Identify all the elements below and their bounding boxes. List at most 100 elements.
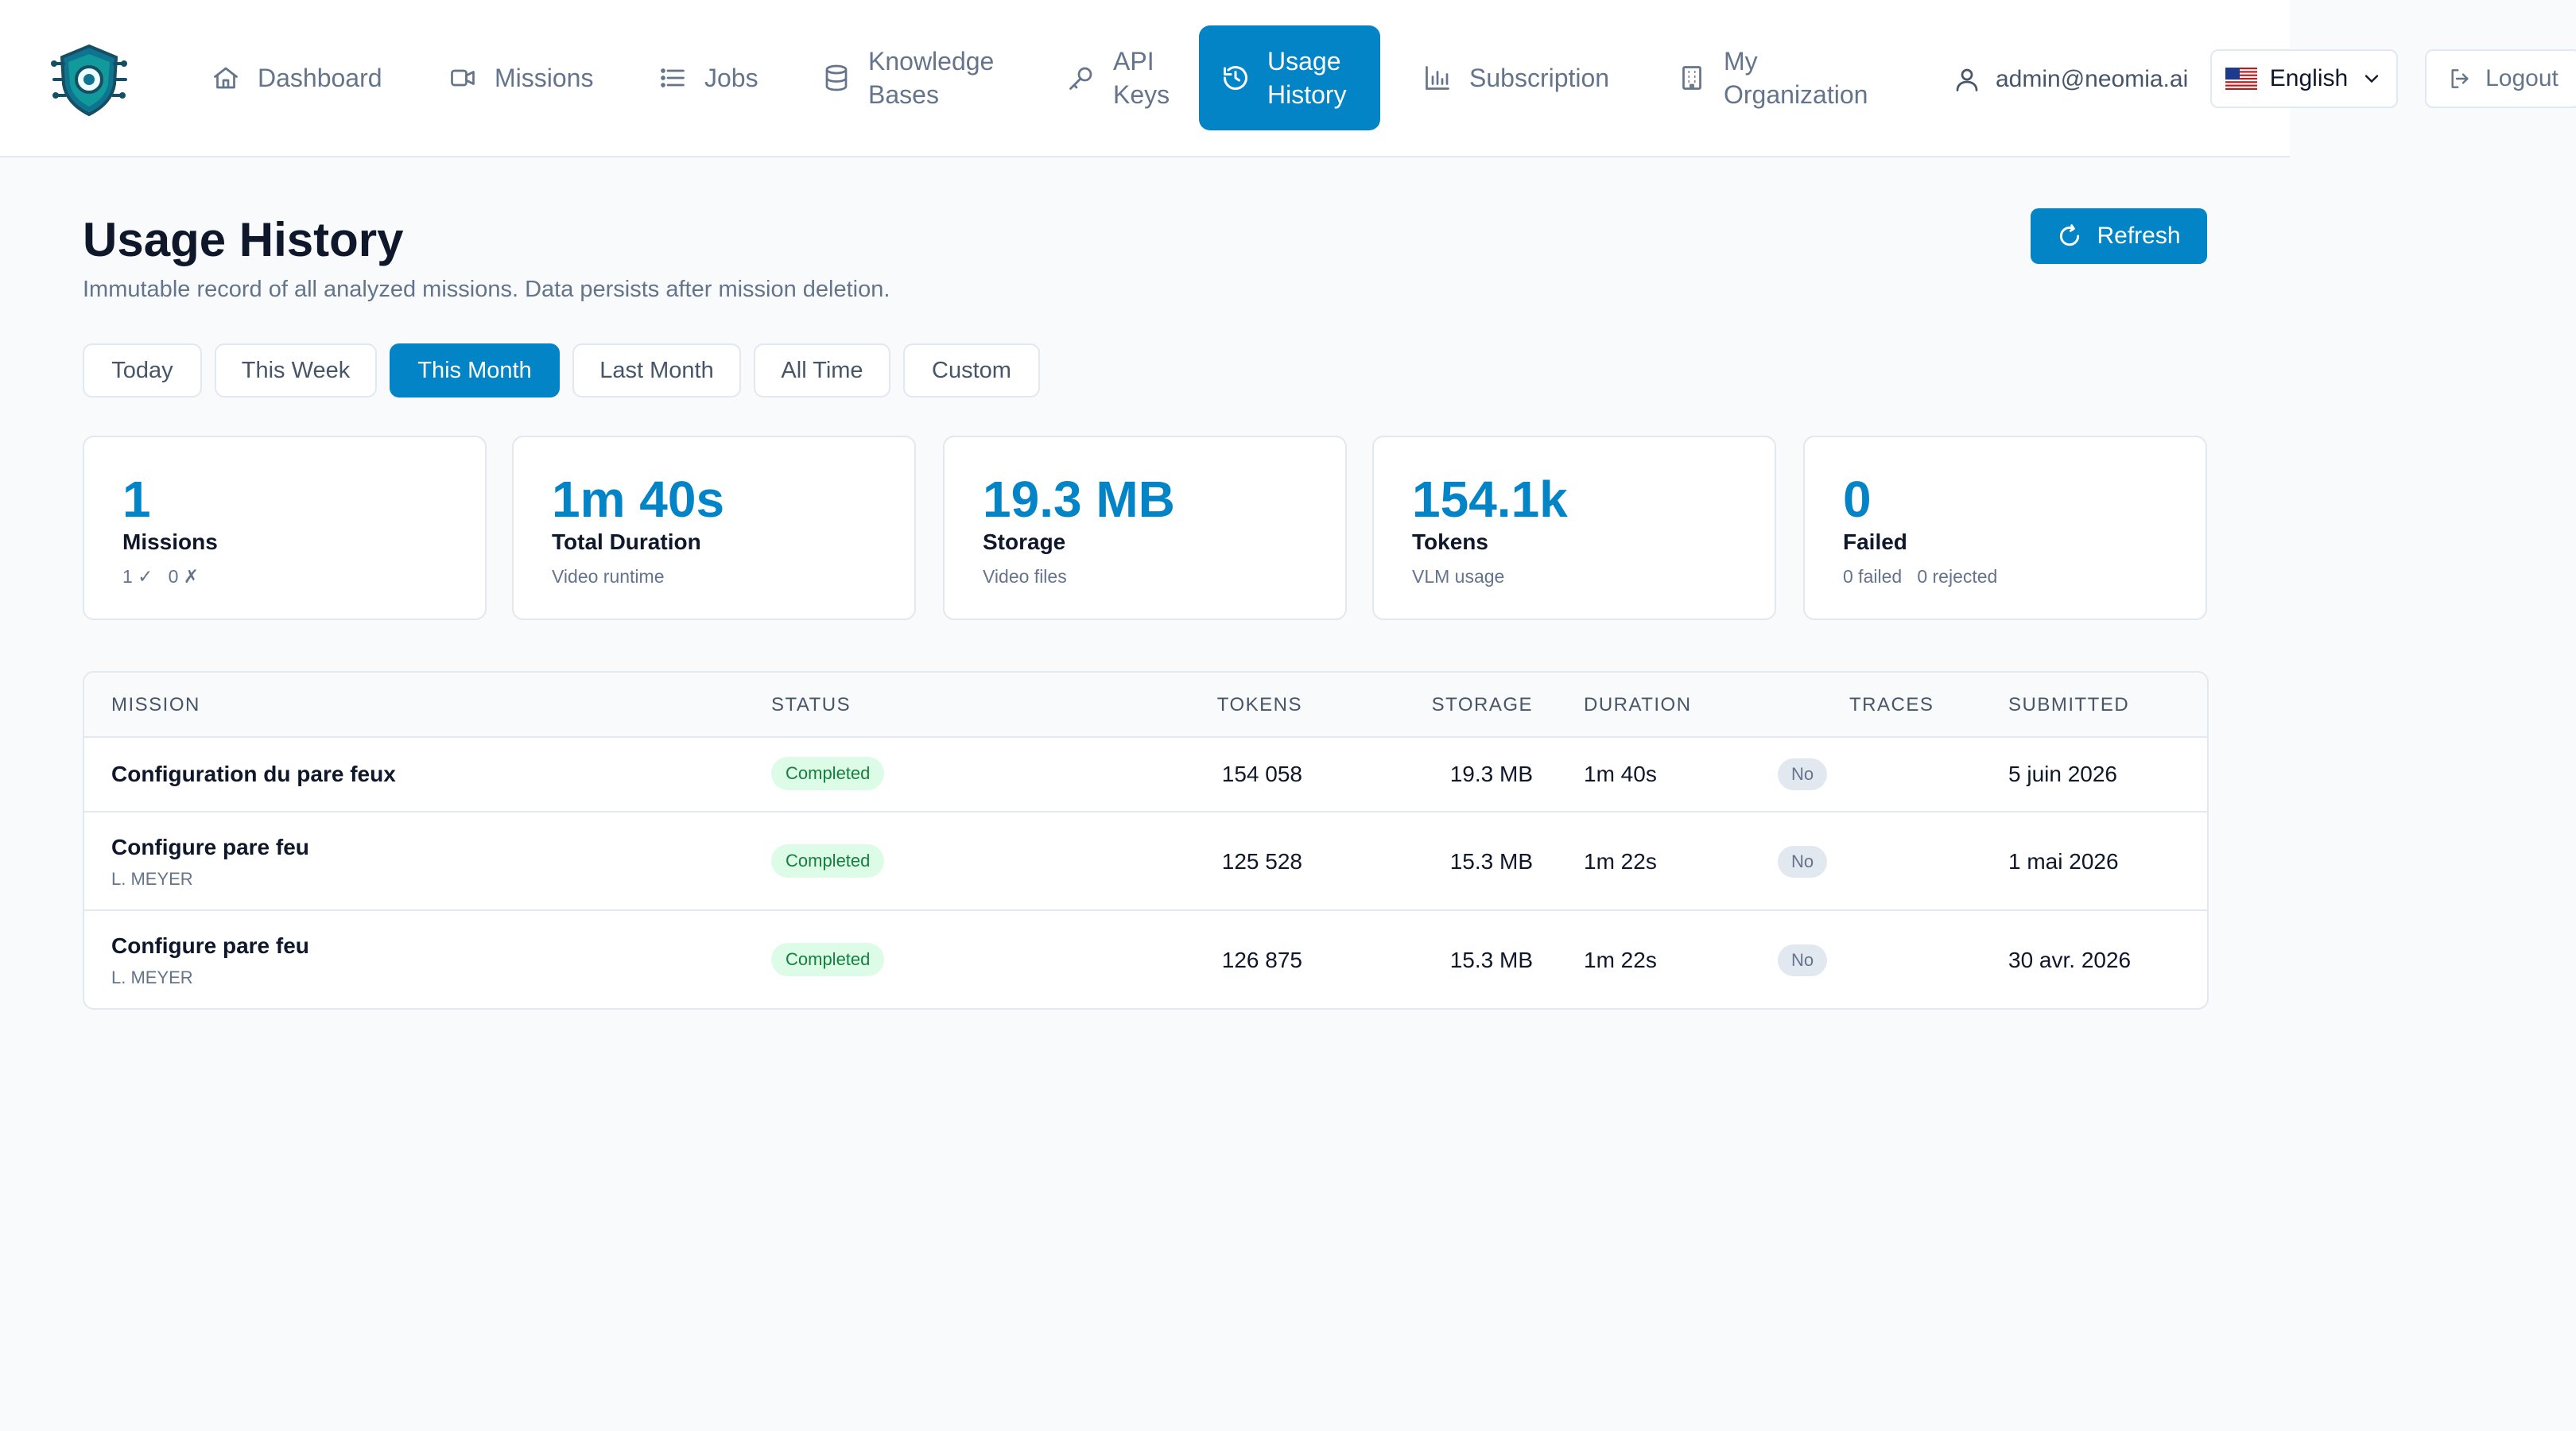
column-header-mission[interactable]: MISSION bbox=[111, 694, 200, 716]
storage-value: 19.3 MB bbox=[1449, 762, 1533, 786]
nav-subscription-label: Subscription bbox=[1469, 64, 1610, 92]
language-selector[interactable]: English bbox=[2210, 49, 2398, 108]
table-header: MISSION STATUS TOKENS STORAGE DURATION T… bbox=[84, 673, 2207, 738]
stat-value: 1 bbox=[122, 471, 151, 528]
tokens-value: 126 875 bbox=[1221, 948, 1302, 972]
stat-card-duration: 1m 40s Total Duration Video runtime bbox=[512, 436, 916, 620]
stat-label: Missions bbox=[122, 529, 218, 554]
bar-chart-icon bbox=[1426, 66, 1449, 90]
stat-sub: Video runtime bbox=[552, 566, 665, 587]
logout-button[interactable]: Logout bbox=[2425, 49, 2576, 108]
history-icon bbox=[1224, 66, 1247, 91]
nav-jobs-label: Jobs bbox=[704, 64, 758, 92]
stat-card-missions: 1 Missions 1 ✓ 0 ✗ bbox=[83, 436, 487, 620]
stat-label: Storage bbox=[983, 529, 1066, 554]
nav-usage-history-label: Usage History bbox=[1267, 47, 1347, 109]
nav-knowledge-bases[interactable]: Knowledge Bases bbox=[800, 25, 1042, 130]
stat-value: 154.1k bbox=[1412, 471, 1568, 528]
mission-user: L. MEYER bbox=[111, 869, 193, 889]
nav-subscription[interactable]: Subscription bbox=[1401, 25, 1631, 130]
table-row[interactable]: Configure pare feu L. MEYER Completed 12… bbox=[84, 812, 2207, 911]
stat-sub: 1 ✓ 0 ✗ bbox=[122, 566, 200, 587]
page-subtitle: Immutable record of all analyzed mission… bbox=[83, 277, 890, 302]
storage-value: 15.3 MB bbox=[1449, 849, 1533, 874]
filter-today[interactable]: Today bbox=[83, 343, 202, 398]
traces-badge: No bbox=[1778, 758, 1827, 790]
stat-label: Failed bbox=[1843, 529, 1907, 554]
nav-usage-history[interactable]: Usage History bbox=[1199, 25, 1380, 130]
stat-card-storage: 19.3 MB Storage Video files bbox=[943, 436, 1347, 620]
video-icon bbox=[451, 69, 475, 87]
table-row[interactable]: Configuration du pare feux Completed 154… bbox=[84, 738, 2207, 812]
app-logo-icon[interactable] bbox=[48, 40, 130, 119]
nav-my-organization-label: My Organization bbox=[1724, 47, 1868, 109]
duration-value: 1m 40s bbox=[1584, 762, 1657, 786]
stat-sub: 0 failed 0 rejected bbox=[1843, 566, 1998, 587]
stat-sub: VLM usage bbox=[1412, 566, 1505, 587]
nav-api-keys[interactable]: API Keys bbox=[1045, 25, 1199, 130]
nav-dashboard-label: Dashboard bbox=[258, 64, 382, 92]
traces-badge: No bbox=[1778, 944, 1827, 976]
filter-this-month[interactable]: This Month bbox=[390, 343, 560, 398]
database-icon bbox=[825, 64, 848, 91]
column-header-status[interactable]: STATUS bbox=[771, 694, 852, 716]
storage-value: 15.3 MB bbox=[1449, 948, 1533, 972]
nav-my-organization[interactable]: My Organization bbox=[1655, 25, 1905, 130]
refresh-icon bbox=[2060, 224, 2080, 246]
column-header-duration[interactable]: DURATION bbox=[1584, 694, 1692, 716]
nav-jobs[interactable]: Jobs bbox=[636, 25, 781, 130]
column-header-submitted[interactable]: SUBMITTED bbox=[2008, 694, 2130, 716]
list-icon bbox=[661, 68, 685, 87]
nav-knowledge-bases-label: Knowledge Bases bbox=[868, 47, 995, 109]
filter-custom[interactable]: Custom bbox=[903, 343, 1040, 398]
status-badge: Completed bbox=[771, 844, 885, 878]
building-icon bbox=[1682, 66, 1701, 90]
stat-label: Total Duration bbox=[552, 529, 701, 554]
status-badge: Completed bbox=[771, 757, 885, 790]
column-header-storage[interactable]: STORAGE bbox=[1431, 694, 1533, 716]
usage-table: MISSION STATUS TOKENS STORAGE DURATION T… bbox=[83, 671, 2209, 1010]
refresh-label: Refresh bbox=[2097, 223, 2181, 249]
language-label: English bbox=[2269, 65, 2349, 91]
status-badge: Completed bbox=[771, 943, 885, 976]
submitted-date: 1 mai 2026 bbox=[2008, 849, 2119, 874]
user-menu[interactable]: admin@neomia.ai bbox=[1953, 60, 2188, 99]
us-flag-icon bbox=[2225, 68, 2257, 90]
submitted-date: 30 avr. 2026 bbox=[2008, 948, 2132, 972]
nav-missions-label: Missions bbox=[495, 64, 594, 92]
duration-value: 1m 22s bbox=[1584, 849, 1657, 874]
column-header-tokens[interactable]: TOKENS bbox=[1216, 694, 1302, 716]
submitted-date: 5 juin 2026 bbox=[2008, 762, 2118, 786]
key-icon bbox=[1069, 67, 1092, 90]
stat-card-failed: 0 Failed 0 failed 0 rejected bbox=[1803, 436, 2207, 620]
stat-value: 0 bbox=[1843, 471, 1872, 528]
traces-badge: No bbox=[1778, 846, 1827, 878]
stat-value: 19.3 MB bbox=[983, 471, 1175, 528]
page-title: Usage History bbox=[83, 213, 404, 266]
tokens-value: 125 528 bbox=[1221, 849, 1302, 874]
refresh-button[interactable]: Refresh bbox=[2031, 208, 2207, 264]
stat-value: 1m 40s bbox=[552, 471, 725, 528]
user-email: admin@neomia.ai bbox=[1996, 66, 2189, 92]
mission-name: Configuration du pare feux bbox=[111, 762, 396, 786]
column-header-traces[interactable]: TRACES bbox=[1849, 694, 1934, 716]
mission-name: Configure pare feu bbox=[111, 835, 309, 859]
tokens-value: 154 058 bbox=[1221, 762, 1302, 786]
filter-all-time[interactable]: All Time bbox=[754, 343, 890, 398]
table-row[interactable]: Configure pare feu L. MEYER Completed 12… bbox=[84, 911, 2207, 1008]
filter-last-month[interactable]: Last Month bbox=[572, 343, 741, 398]
stat-sub: Video files bbox=[983, 566, 1067, 587]
mission-name: Configure pare feu bbox=[111, 933, 309, 958]
nav-dashboard[interactable]: Dashboard bbox=[189, 25, 405, 130]
logout-icon bbox=[2451, 69, 2469, 88]
stat-card-tokens: 154.1k Tokens VLM usage bbox=[1372, 436, 1776, 620]
home-icon bbox=[214, 67, 238, 89]
filter-this-week[interactable]: This Week bbox=[215, 343, 377, 398]
logout-label: Logout bbox=[2485, 65, 2559, 91]
nav-missions[interactable]: Missions bbox=[426, 25, 615, 130]
user-icon bbox=[1956, 68, 1978, 91]
stat-label: Tokens bbox=[1412, 529, 1488, 554]
top-navbar: Dashboard Missions Jobs Knowledge Bases … bbox=[0, 0, 2290, 157]
mission-user: L. MEYER bbox=[111, 968, 193, 987]
